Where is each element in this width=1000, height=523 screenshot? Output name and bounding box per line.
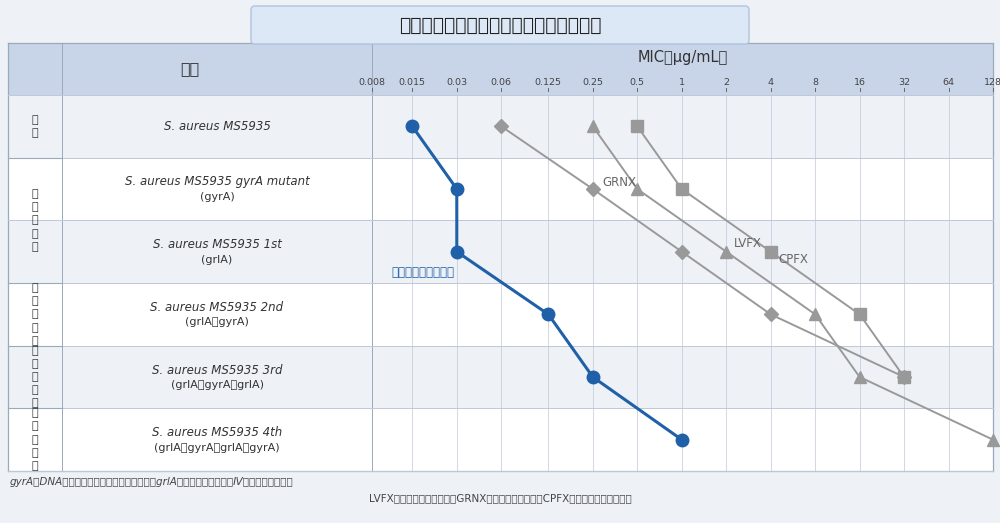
- Text: CPFX: CPFX: [779, 253, 809, 266]
- Text: S. aureus MS5935 4th: S. aureus MS5935 4th: [152, 426, 282, 439]
- Text: LVFX: LVFX: [734, 237, 762, 250]
- Text: S. aureus MS5935: S. aureus MS5935: [164, 120, 270, 133]
- Text: 8: 8: [812, 78, 818, 87]
- Text: MIC（μg/mL）: MIC（μg/mL）: [637, 50, 728, 65]
- Text: 0.125: 0.125: [535, 78, 562, 87]
- Text: 四
重
変
異
株: 四 重 変 異 株: [32, 408, 38, 471]
- Text: (grlA、gyrA): (grlA、gyrA): [185, 317, 249, 327]
- Text: S. aureus MS5935 gyrA mutant: S. aureus MS5935 gyrA mutant: [125, 176, 309, 188]
- Text: 2: 2: [723, 78, 729, 87]
- Bar: [8, 43, 993, 471]
- Text: (grlA、gyrA、grlA): (grlA、gyrA、grlA): [170, 380, 264, 390]
- Text: GRNX: GRNX: [603, 176, 637, 189]
- Text: 0.015: 0.015: [399, 78, 426, 87]
- Bar: [8, 157, 993, 220]
- Text: 64: 64: [943, 78, 955, 87]
- Text: gyrA：DNAジャイレースを構成する遺伝子、grlA：トポイソメレースⅣを構成する遺伝子: gyrA：DNAジャイレースを構成する遺伝子、grlA：トポイソメレースⅣを構成…: [10, 477, 294, 487]
- Bar: [8, 283, 993, 346]
- Text: 一
重
変
異
株: 一 重 変 異 株: [32, 189, 38, 252]
- Text: S. aureus MS5935 3rd: S. aureus MS5935 3rd: [152, 363, 282, 377]
- Bar: [8, 346, 993, 408]
- Text: 親
株: 親 株: [32, 115, 38, 138]
- Text: S. aureus MS5935 1st: S. aureus MS5935 1st: [153, 238, 281, 251]
- Text: 菌株: 菌株: [180, 62, 200, 76]
- Text: 二
重
変
異
株: 二 重 変 異 株: [32, 283, 38, 346]
- Text: 三
重
変
異
株: 三 重 変 異 株: [32, 346, 38, 408]
- Text: (grlA、gyrA、grlA、gyrA): (grlA、gyrA、grlA、gyrA): [154, 442, 280, 453]
- Text: 16: 16: [854, 78, 866, 87]
- Text: 128: 128: [984, 78, 1000, 87]
- Text: 4: 4: [768, 78, 774, 87]
- Text: S. aureus MS5935 2nd: S. aureus MS5935 2nd: [150, 301, 284, 314]
- Text: LVFX：レボフロキサシン　GRNX：ガレノキサシン　CPFX：シプロフロキサシン: LVFX：レボフロキサシン GRNX：ガレノキサシン CPFX：シプロフロキサシ…: [369, 493, 631, 503]
- Text: キノロン標的酵素変異株に対する抗菌力: キノロン標的酵素変異株に対する抗菌力: [399, 16, 601, 35]
- Text: 32: 32: [898, 78, 910, 87]
- Bar: [8, 408, 993, 471]
- Text: 0.5: 0.5: [630, 78, 645, 87]
- Text: (gyrA): (gyrA): [200, 192, 234, 202]
- Text: (grlA): (grlA): [201, 255, 233, 265]
- Text: 0.06: 0.06: [491, 78, 512, 87]
- Text: 0.25: 0.25: [582, 78, 603, 87]
- FancyBboxPatch shape: [251, 6, 749, 44]
- Text: 0.03: 0.03: [446, 78, 467, 87]
- Bar: [8, 43, 993, 95]
- Bar: [8, 220, 993, 283]
- Text: 1: 1: [679, 78, 685, 87]
- Text: ラスクフロキサシン: ラスクフロキサシン: [392, 266, 455, 279]
- Text: 0.008: 0.008: [358, 78, 386, 87]
- Bar: [8, 95, 993, 157]
